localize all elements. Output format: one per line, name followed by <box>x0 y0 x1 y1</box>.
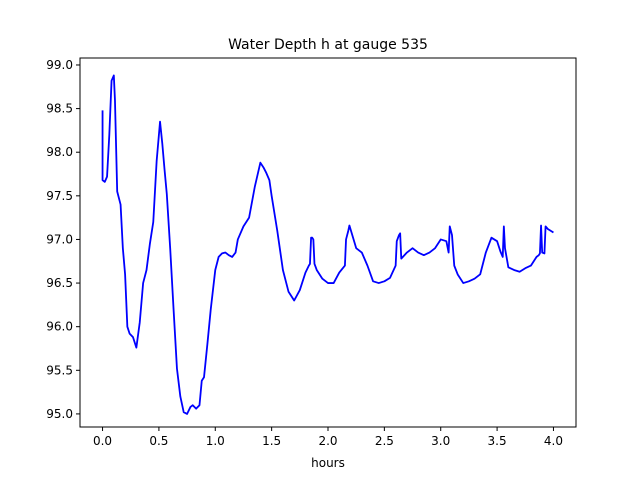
x-tick-label: 2.5 <box>375 434 394 448</box>
x-tick-label: 0.0 <box>93 434 112 448</box>
y-tick-label: 95.0 <box>46 407 73 421</box>
x-tick-label: 0.5 <box>149 434 168 448</box>
y-tick-label: 97.0 <box>46 232 73 246</box>
y-tick-label: 96.0 <box>46 320 73 334</box>
y-tick-label: 97.5 <box>46 189 73 203</box>
y-axis: 95.0 95.5 96.0 96.5 97.0 97.5 98.0 98.5 99.0 <box>46 58 80 421</box>
y-tick-label: 98.0 <box>46 145 73 159</box>
y-tick-label: 99.0 <box>46 58 73 72</box>
x-axis: 0.0 0.5 1.0 1.5 2.0 2.5 3.0 3.5 4.0 <box>93 427 563 448</box>
x-tick-label: 3.5 <box>488 434 507 448</box>
x-tick-label: 3.0 <box>431 434 450 448</box>
y-tick-label: 98.5 <box>46 102 73 116</box>
x-tick-label: 4.0 <box>544 434 563 448</box>
x-tick-label: 1.0 <box>206 434 225 448</box>
x-tick-label: 2.0 <box>318 434 337 448</box>
y-tick-label: 96.5 <box>46 276 73 290</box>
plot-area <box>101 74 554 415</box>
chart-title: Water Depth h at gauge 535 <box>228 37 428 53</box>
y-tick-label: 95.5 <box>46 363 73 377</box>
x-tick-label: 1.5 <box>262 434 281 448</box>
series-line <box>101 74 554 415</box>
x-axis-label: hours <box>311 456 345 470</box>
